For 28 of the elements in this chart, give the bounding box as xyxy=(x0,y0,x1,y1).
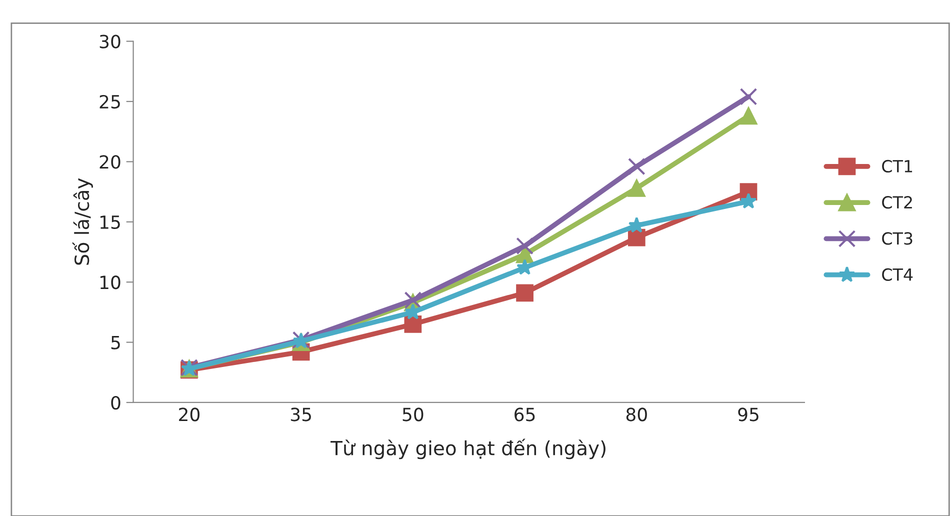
point xyxy=(740,107,758,125)
y-tick-label: 15 xyxy=(100,216,120,229)
y-tick-label: 5 xyxy=(111,336,120,350)
y-tick-label: 0 xyxy=(111,396,120,410)
point xyxy=(628,158,646,176)
legend-label: CT1 xyxy=(882,160,912,173)
x-tick-label: 95 xyxy=(738,408,758,422)
point xyxy=(628,228,646,246)
x-tick-label: 80 xyxy=(626,408,647,422)
y-tick-label: 10 xyxy=(100,276,120,290)
x-tick-label: 35 xyxy=(290,408,311,422)
legend-label: CT2 xyxy=(882,196,912,209)
x-tick-label: 50 xyxy=(402,408,424,422)
point xyxy=(740,88,758,106)
y-axis-title: Số lá/cây xyxy=(72,178,93,265)
y-tick-label: 25 xyxy=(100,94,120,109)
y-tick-label: 20 xyxy=(100,155,120,169)
x-tick-label: 20 xyxy=(179,408,200,422)
legend-label: CT3 xyxy=(882,232,912,245)
point xyxy=(516,284,534,302)
point xyxy=(628,179,646,197)
x-tick-label: 65 xyxy=(514,408,535,422)
point xyxy=(404,316,422,333)
point xyxy=(740,192,757,209)
point xyxy=(516,237,534,255)
y-tick-label: 30 xyxy=(100,34,120,48)
legend-label: CT4 xyxy=(882,268,913,281)
x-axis-title: Từ ngày gieo hạt đến (ngày) xyxy=(330,438,606,460)
